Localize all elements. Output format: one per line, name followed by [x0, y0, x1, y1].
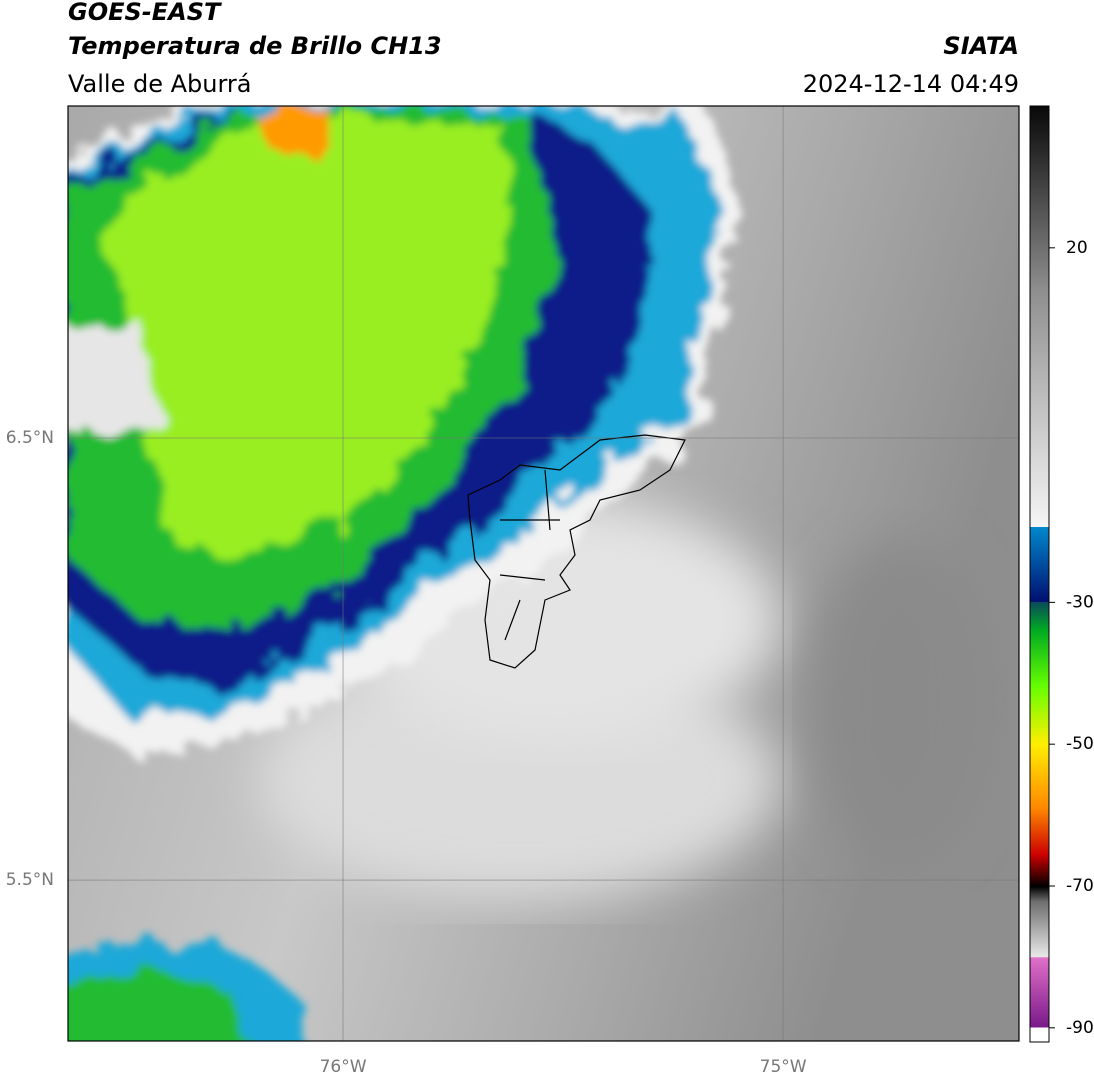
map-frame	[67, 105, 1020, 1042]
satellite-title: GOES-EAST	[68, 0, 222, 26]
colorbar	[1029, 105, 1050, 1043]
colorbar-tick-label: -70	[1066, 876, 1094, 896]
colorbar-tick-label: 20	[1066, 238, 1088, 258]
x-tick-label: 75°W	[760, 1057, 807, 1077]
product-title: Temperatura de Brillo CH13	[68, 32, 442, 60]
colorbar-tick-label: -90	[1066, 1018, 1094, 1038]
region-label: Valle de Aburrá	[68, 70, 252, 98]
y-tick-label: 5.5°N	[6, 870, 54, 890]
satellite-image	[68, 106, 1019, 1041]
colorbar-tick-label: -50	[1066, 734, 1094, 754]
y-tick-label: 6.5°N	[6, 428, 54, 448]
datetime-label: 2024-12-14 04:49	[803, 70, 1019, 98]
x-tick-label: 76°W	[320, 1057, 367, 1077]
agency-label: SIATA	[943, 32, 1019, 60]
valle-aburra-outline	[467, 434, 686, 669]
colorbar-tick-label: -30	[1066, 592, 1094, 612]
